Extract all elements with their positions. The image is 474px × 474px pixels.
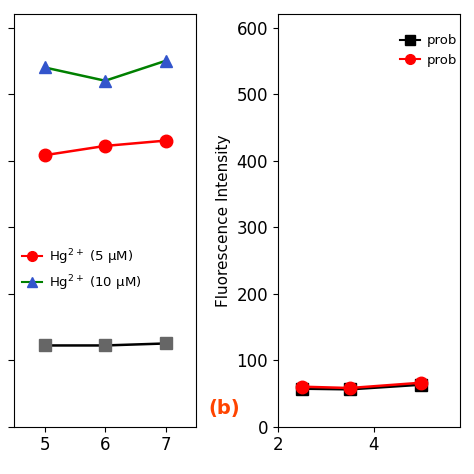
prob <box>419 382 424 388</box>
Legend: prob, prob: prob, prob <box>395 29 462 72</box>
Line: prob: prob <box>296 378 428 396</box>
prob <box>419 380 424 385</box>
prob <box>299 386 305 392</box>
Y-axis label: Fluorescence Intensity: Fluorescence Intensity <box>216 134 231 307</box>
prob <box>347 386 353 392</box>
Legend: Hg$^{2+}$ (5 μM), Hg$^{2+}$ (10 μM): Hg$^{2+}$ (5 μM), Hg$^{2+}$ (10 μM) <box>17 242 146 298</box>
Text: (b): (b) <box>209 400 240 419</box>
prob <box>299 384 305 390</box>
Line: prob: prob <box>296 376 428 394</box>
prob <box>347 385 353 391</box>
